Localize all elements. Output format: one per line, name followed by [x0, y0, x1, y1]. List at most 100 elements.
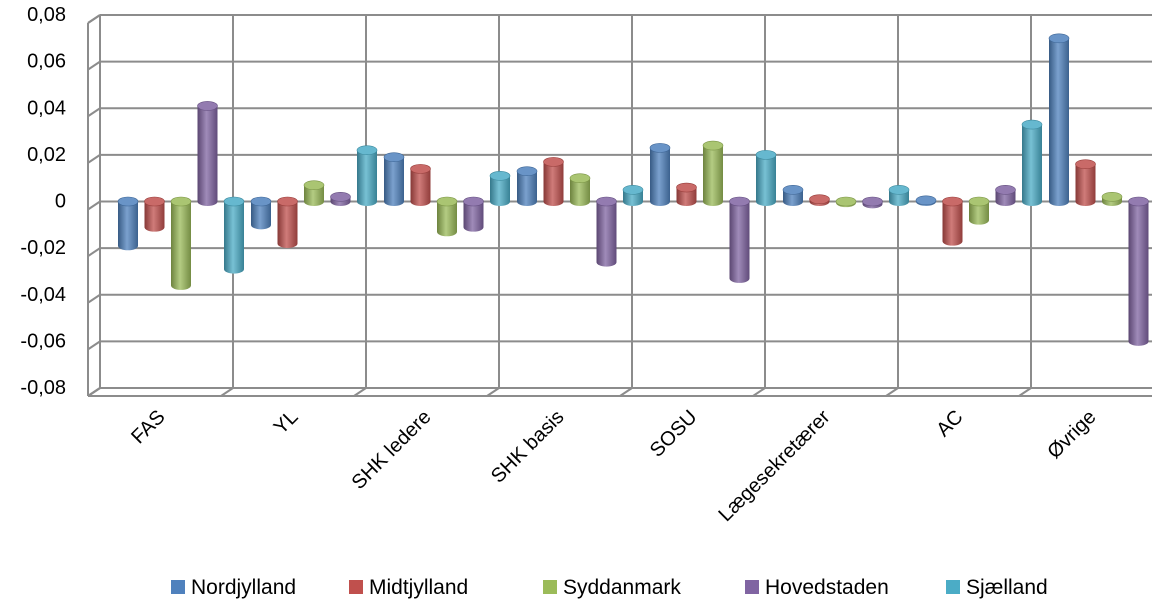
x-category-label: SHK ledere — [348, 406, 436, 494]
bar-body — [1075, 164, 1096, 206]
bar-body — [650, 147, 670, 206]
bar-syddanmark-5 — [702, 140, 724, 206]
legend-item-midtjylland: Midtjylland — [349, 576, 468, 599]
side-gridline — [87, 60, 101, 71]
floor-gridline — [486, 387, 500, 397]
legend-label: Sjælland — [966, 576, 1048, 599]
floor-gridline — [619, 387, 633, 397]
bar-cap — [303, 180, 325, 190]
bar-nordjylland-3 — [383, 152, 405, 206]
bars — [117, 33, 1149, 346]
bar-body — [756, 154, 776, 206]
bar-nordjylland-8 — [1048, 33, 1070, 206]
side-gridline — [87, 154, 101, 164]
bar-body — [197, 105, 218, 206]
bar-cap — [942, 196, 963, 207]
bar-body — [570, 178, 590, 206]
bar-body — [1049, 38, 1069, 206]
bar-cap — [516, 166, 538, 176]
bar-body — [517, 171, 537, 206]
floor-gridline — [353, 387, 367, 397]
bar-syddanmark-1 — [170, 196, 192, 290]
bar-cap — [1101, 192, 1123, 202]
bar-body — [304, 185, 324, 206]
bar-cap — [144, 196, 165, 207]
legend-swatch — [745, 580, 759, 594]
bar-cap — [436, 196, 458, 207]
floor-gridline — [885, 387, 899, 397]
bar-body — [703, 145, 723, 206]
bar-hovedstaden-1 — [197, 101, 218, 206]
bar-cap — [835, 196, 857, 207]
y-tick-label: -0,06 — [20, 330, 66, 352]
side-gridline — [87, 293, 101, 304]
bar-nordjylland-2 — [250, 196, 272, 230]
y-tick-label: -0,08 — [20, 377, 66, 399]
bar-midtjylland-7 — [942, 196, 963, 246]
bar-cap — [596, 196, 617, 207]
floor-gridline — [752, 387, 766, 397]
bar-hovedstaden-2 — [330, 192, 351, 206]
bar-cap — [330, 192, 351, 202]
bar-cap — [968, 196, 990, 207]
bar-sjælland-4 — [622, 185, 644, 206]
floor-gridline — [220, 387, 234, 397]
legend-item-nordjylland: Nordjylland — [171, 576, 296, 599]
bar-cap — [649, 143, 671, 153]
bar-body — [969, 201, 989, 225]
bar-body — [118, 201, 138, 251]
x-axis-labels: FAS YL SHK ledere SHK basis SOSU Lægesekretær… — [127, 406, 1100, 526]
bar-body — [1022, 124, 1042, 206]
bar-sjælland-5 — [755, 150, 777, 206]
bar-cap — [543, 157, 564, 167]
bar-cap — [862, 196, 883, 207]
bar-cap — [755, 150, 777, 160]
bar-cap — [729, 196, 750, 207]
y-tick-label: -0,04 — [20, 284, 66, 306]
bar-nordjylland-4 — [516, 166, 538, 206]
bar-cap — [676, 182, 697, 193]
bar-nordjylland-5 — [649, 143, 671, 206]
x-category-label: FAS — [127, 406, 169, 448]
bar-sjælland-3 — [489, 171, 511, 206]
bar-nordjylland-6 — [782, 185, 804, 206]
bar-syddanmark-7 — [968, 196, 990, 225]
legend-swatch — [349, 580, 363, 594]
bar-syddanmark-4 — [569, 173, 591, 206]
y-tick-label: 0,08 — [27, 4, 66, 26]
bar-syddanmark-2 — [303, 180, 325, 206]
bar-cap — [1048, 33, 1070, 44]
legend-label: Syddanmark — [563, 576, 681, 599]
legend-label: Nordjylland — [191, 576, 296, 599]
x-category-label: SOSU — [646, 406, 702, 462]
bar-midtjylland-5 — [676, 182, 697, 206]
x-category-label: Lægesekretærer — [714, 406, 834, 526]
bar-cap — [356, 145, 378, 156]
bar-midtjylland-8 — [1075, 159, 1096, 206]
side-gridline — [87, 14, 101, 24]
y-tick-label: -0,02 — [20, 237, 66, 259]
bar-body — [942, 201, 963, 246]
bar-sjælland-6 — [888, 185, 910, 206]
bar-body — [410, 168, 431, 206]
legend-item-sjælland: Sjælland — [946, 576, 1048, 599]
side-gridline — [87, 340, 101, 351]
y-tick-label: 0,02 — [27, 144, 66, 166]
bar-cap — [782, 185, 804, 195]
side-gridline — [87, 107, 101, 118]
legend-label: Midtjylland — [369, 576, 468, 599]
bar-nordjylland-1 — [117, 196, 139, 251]
side-gridline — [87, 387, 101, 397]
legend-item-hovedstaden: Hovedstaden — [745, 576, 889, 599]
bar-hovedstaden-3 — [463, 196, 484, 232]
bar-cap — [250, 196, 272, 207]
bar-hovedstaden-8 — [1128, 196, 1149, 346]
y-tick-label: 0,06 — [27, 51, 66, 73]
bar-cap — [915, 195, 937, 206]
y-tick-label: 0 — [55, 191, 66, 213]
legend-swatch — [543, 580, 557, 594]
x-category-label: SHK basis — [487, 406, 569, 488]
bar-body — [463, 201, 484, 232]
x-category-label: Øvrige — [1043, 406, 1100, 463]
legend-label: Hovedstaden — [765, 576, 889, 599]
